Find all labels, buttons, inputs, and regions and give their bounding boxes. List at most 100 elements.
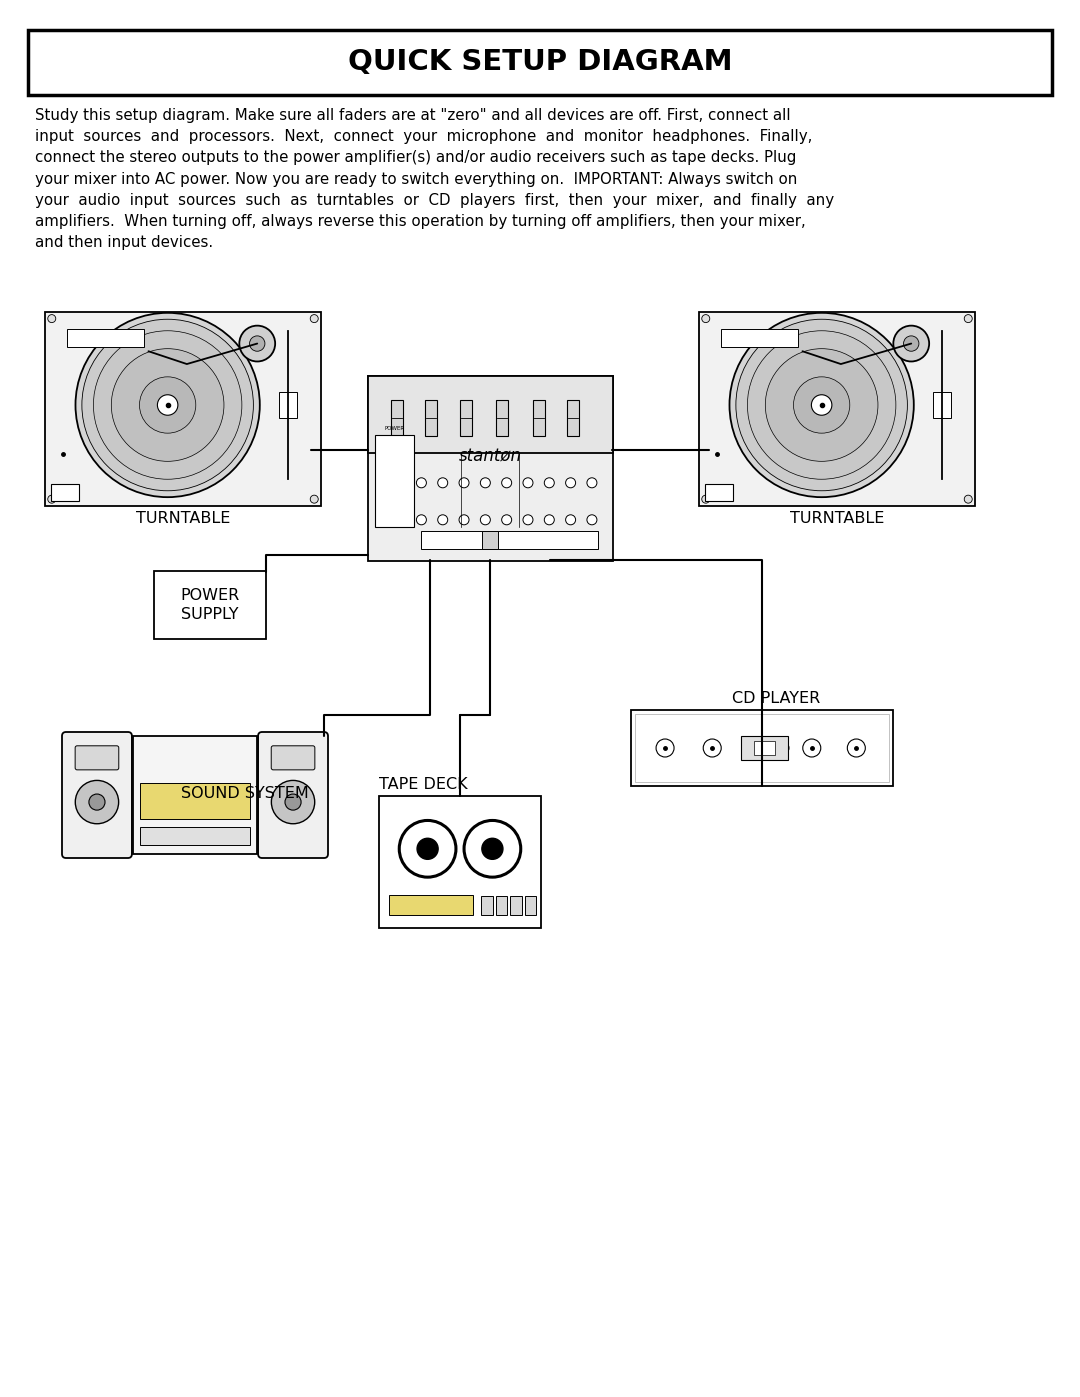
Circle shape: [249, 335, 265, 351]
Bar: [367, 376, 612, 453]
Circle shape: [481, 478, 490, 488]
Bar: [375, 434, 414, 527]
Bar: [421, 531, 598, 549]
Circle shape: [464, 820, 521, 877]
Bar: [154, 571, 266, 638]
Circle shape: [811, 395, 832, 415]
Text: SOUND SYSTEM: SOUND SYSTEM: [181, 785, 309, 800]
Bar: [481, 897, 492, 915]
Circle shape: [481, 515, 490, 525]
Text: TAPE DECK: TAPE DECK: [379, 777, 468, 792]
Circle shape: [417, 478, 427, 488]
Bar: [51, 485, 79, 502]
Circle shape: [893, 326, 929, 362]
Circle shape: [459, 478, 469, 488]
Circle shape: [158, 395, 178, 415]
Circle shape: [48, 495, 56, 503]
Bar: [367, 376, 612, 560]
Bar: [534, 400, 545, 436]
Text: CD PLAYER: CD PLAYER: [732, 692, 820, 705]
Circle shape: [240, 326, 275, 362]
Circle shape: [848, 739, 865, 757]
Circle shape: [747, 331, 896, 479]
Circle shape: [586, 515, 597, 525]
Circle shape: [745, 742, 757, 754]
Text: POWER: POWER: [384, 426, 405, 430]
Bar: [720, 328, 798, 346]
Bar: [140, 827, 249, 845]
Circle shape: [766, 349, 878, 461]
Bar: [279, 393, 297, 418]
Circle shape: [523, 478, 532, 488]
Bar: [67, 328, 144, 346]
Circle shape: [82, 320, 254, 490]
Bar: [635, 714, 889, 782]
Bar: [699, 312, 975, 506]
Circle shape: [702, 495, 710, 503]
Bar: [496, 897, 508, 915]
Circle shape: [703, 739, 721, 757]
Circle shape: [802, 739, 821, 757]
Bar: [391, 400, 403, 436]
Bar: [567, 400, 579, 436]
Text: QUICK SETUP DIAGRAM: QUICK SETUP DIAGRAM: [348, 47, 732, 75]
Circle shape: [566, 478, 576, 488]
Bar: [741, 736, 788, 760]
Bar: [459, 400, 472, 436]
Circle shape: [777, 742, 789, 754]
Circle shape: [586, 478, 597, 488]
Text: Study this setup diagram. Make sure all faders are at "zero" and all devices are: Study this setup diagram. Make sure all …: [35, 108, 834, 250]
Circle shape: [501, 478, 512, 488]
Circle shape: [501, 515, 512, 525]
Bar: [754, 740, 775, 754]
Circle shape: [794, 377, 850, 433]
Circle shape: [271, 781, 314, 824]
Bar: [140, 784, 249, 819]
Bar: [510, 897, 522, 915]
Circle shape: [89, 793, 105, 810]
Circle shape: [761, 742, 773, 754]
Circle shape: [964, 314, 972, 323]
Bar: [389, 895, 473, 915]
Circle shape: [310, 495, 319, 503]
Bar: [133, 736, 257, 854]
Text: TURNTABLE: TURNTABLE: [789, 511, 885, 527]
Circle shape: [76, 313, 260, 497]
FancyBboxPatch shape: [271, 746, 315, 770]
Circle shape: [544, 515, 554, 525]
Text: stantøn: stantøn: [459, 448, 522, 467]
Circle shape: [523, 515, 532, 525]
FancyBboxPatch shape: [76, 746, 119, 770]
Circle shape: [111, 349, 224, 461]
Circle shape: [400, 820, 456, 877]
Circle shape: [735, 320, 907, 490]
FancyBboxPatch shape: [62, 732, 132, 858]
Circle shape: [702, 314, 710, 323]
Circle shape: [437, 515, 448, 525]
Bar: [933, 393, 950, 418]
Circle shape: [964, 495, 972, 503]
Circle shape: [437, 478, 448, 488]
Circle shape: [459, 515, 469, 525]
Circle shape: [729, 313, 914, 497]
Bar: [705, 485, 733, 502]
Circle shape: [904, 335, 919, 351]
Circle shape: [310, 314, 319, 323]
Circle shape: [482, 838, 503, 859]
Circle shape: [656, 739, 674, 757]
Circle shape: [285, 793, 301, 810]
Bar: [28, 29, 1052, 95]
Bar: [482, 531, 498, 549]
Bar: [426, 400, 437, 436]
Circle shape: [566, 515, 576, 525]
Bar: [44, 312, 321, 506]
Bar: [496, 400, 509, 436]
Circle shape: [417, 838, 438, 859]
Text: POWER
SUPPLY: POWER SUPPLY: [180, 588, 240, 622]
FancyBboxPatch shape: [258, 732, 328, 858]
Circle shape: [93, 331, 242, 479]
Text: TURNTABLE: TURNTABLE: [136, 511, 230, 527]
Circle shape: [48, 314, 56, 323]
Bar: [631, 710, 893, 787]
Circle shape: [417, 515, 427, 525]
